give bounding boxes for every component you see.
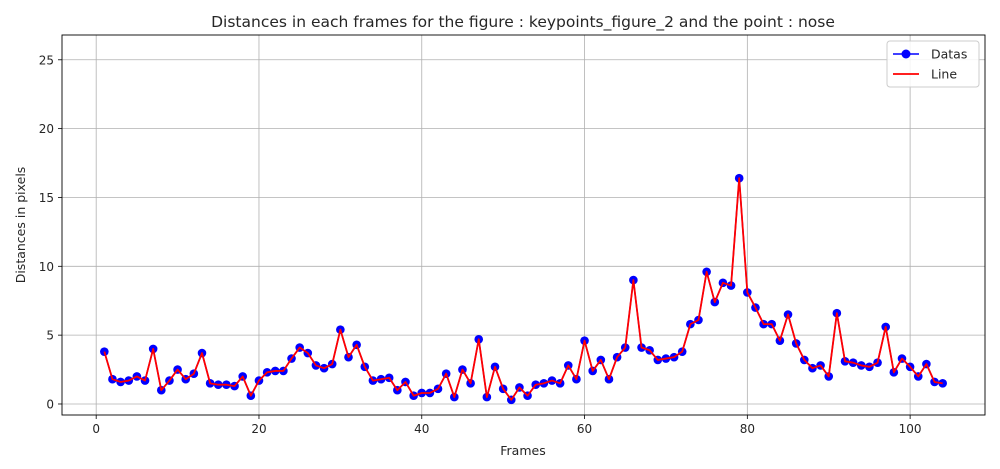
x-tick-label: 40: [414, 422, 429, 436]
x-tick-label: 20: [251, 422, 266, 436]
y-axis-ticks: 0 5 10 15 20 25: [39, 53, 62, 411]
series-points-group: [100, 173, 947, 405]
y-tick-label: 20: [39, 122, 54, 136]
line-series-line: [103, 177, 943, 401]
x-tick-label: 0: [92, 422, 100, 436]
x-axis-label: Frames: [500, 443, 545, 458]
x-tick-label: 100: [899, 422, 922, 436]
y-tick-label: 15: [39, 191, 54, 205]
legend-datas-marker: [901, 49, 911, 59]
y-tick-label: 0: [46, 397, 54, 411]
y-axis-label: Distances in pixels: [13, 167, 28, 284]
plot-frame: [61, 34, 986, 416]
legend: Datas Line: [886, 40, 980, 88]
chart-title: Distances in each frames for the figure …: [211, 13, 835, 32]
datas-point: [938, 379, 947, 388]
y-tick-label: 5: [46, 329, 54, 343]
x-tick-label: 80: [740, 422, 755, 436]
legend-datas-label: Datas: [931, 47, 967, 62]
x-axis-ticks: 0 20 40 60 80 100: [92, 415, 922, 436]
grid-lines: [62, 35, 985, 415]
y-tick-label: 10: [39, 260, 54, 274]
x-tick-label: 60: [577, 422, 592, 436]
y-tick-label: 25: [39, 53, 54, 67]
legend-line-label: Line: [931, 67, 957, 82]
